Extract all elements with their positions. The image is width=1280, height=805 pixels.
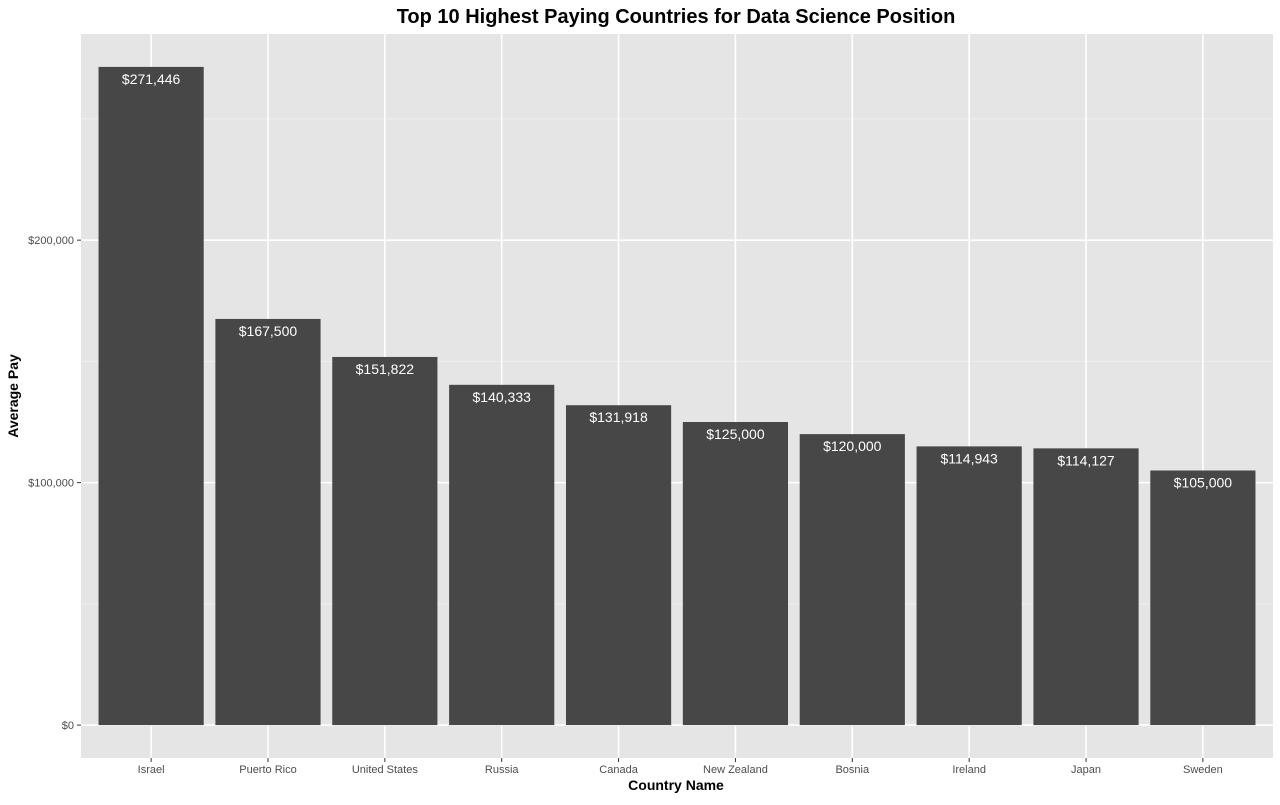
- bar-value-label: $105,000: [1174, 474, 1233, 490]
- bar: [565, 405, 672, 726]
- y-tick-label: $0: [62, 720, 74, 732]
- x-axis: Israel Puerto Rico United States Russia Cana…: [138, 758, 1223, 776]
- bar-value-label: $125,000: [706, 426, 765, 442]
- bar: [332, 356, 438, 726]
- y-tick-label: $100,000: [28, 478, 74, 490]
- bar: [98, 66, 204, 726]
- bar: [449, 384, 555, 726]
- bar: [1150, 470, 1256, 726]
- x-tick-label: Israel: [138, 764, 165, 776]
- bar-value-label: $151,822: [356, 361, 415, 377]
- bar-value-label: $167,500: [239, 323, 298, 339]
- x-tick-label: Ireland: [952, 764, 986, 776]
- bar: [799, 434, 905, 726]
- x-tick-label: New Zealand: [703, 764, 768, 776]
- bar: [682, 422, 789, 726]
- y-axis: $0 $100,000 $200,000: [28, 235, 81, 732]
- y-tick-label: $200,000: [28, 235, 74, 247]
- data-label-group: $271,446 $167,500 $151,822 $140,333 $131,918…: [122, 71, 1232, 491]
- x-tick-label: United States: [352, 764, 419, 776]
- x-tick-label: Puerto Rico: [239, 764, 296, 776]
- bar-value-label: $131,918: [589, 409, 648, 425]
- y-axis-title: Average Pay: [5, 354, 21, 438]
- x-tick-label: Canada: [599, 764, 638, 776]
- bar-value-label: $140,333: [473, 389, 532, 405]
- chart-title: Top 10 Highest Paying Countries for Data…: [397, 6, 956, 28]
- bar-group: [98, 66, 1256, 726]
- bar: [916, 446, 1022, 726]
- bar-value-label: $271,446: [122, 71, 181, 87]
- bar-value-label: $114,127: [1057, 452, 1115, 468]
- x-tick-label: Sweden: [1183, 764, 1223, 776]
- bar-value-label: $120,000: [823, 438, 882, 454]
- x-axis-title: Country Name: [628, 777, 724, 793]
- bar-value-label: $114,943: [940, 450, 998, 466]
- x-tick-label: Bosnia: [835, 764, 870, 776]
- x-tick-label: Japan: [1071, 764, 1101, 776]
- bar: [1033, 448, 1139, 726]
- bar: [215, 318, 321, 726]
- x-tick-label: Russia: [485, 764, 520, 776]
